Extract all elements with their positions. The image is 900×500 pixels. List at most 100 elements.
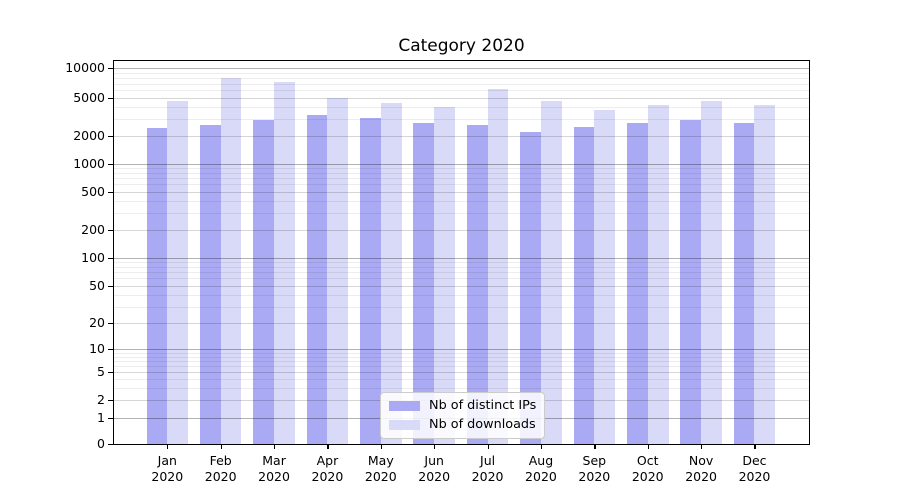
y-tick-label-10000: 10000 [65,60,105,76]
y-tick-mark [108,97,113,100]
legend: Nb of distinct IPs Nb of downloads [380,392,545,439]
gridline-30 [114,306,809,308]
gridline-500 [114,191,809,193]
bar-nb-of-distinct-ips-jun [413,122,435,444]
chart-title: Category 2020 [398,36,525,56]
y-tick-label-2: 2 [97,392,105,407]
y-tick-mark [108,257,113,259]
y-tick-mark [108,349,113,351]
y-tick-mark [108,163,113,165]
bar-nb-of-downloads-jul [487,88,509,444]
x-tick-label-jul: Jul 2020 [471,453,504,484]
gridline-600 [114,184,809,186]
legend-item-downloads: Nb of downloads [389,418,536,432]
y-tick-label-0: 0 [97,436,105,451]
y-tick-label-5: 5 [97,364,105,380]
gridline-100 [114,257,809,259]
x-tick-label-feb: Feb 2020 [204,453,237,484]
legend-swatch-distinct-ips [389,401,420,411]
bar-nb-of-downloads-mar [274,81,295,444]
gridline-7 [114,360,809,362]
bar-nb-of-downloads-may [380,103,402,444]
bar-nb-of-downloads-aug [540,101,562,444]
y-tick-mark [108,285,113,287]
y-tick-label-100: 100 [81,249,105,265]
gridline-5000 [114,97,809,99]
y-tick-mark [108,400,113,402]
gridline-6000 [114,90,809,92]
bar-nb-of-downloads-feb [220,77,242,444]
y-tick-mark [108,135,113,137]
x-tick-mark [594,444,596,449]
bar-nb-of-distinct-ips-nov [680,120,702,444]
gridline-20 [114,323,809,325]
gridline-2000 [114,135,809,137]
x-tick-mark [540,444,543,449]
y-tick-label-2000: 2000 [73,127,105,143]
x-tick-label-aug: Aug 2020 [525,453,557,484]
gridline-8000 [114,77,809,79]
x-tick-mark [327,444,329,449]
y-tick-label-5000: 5000 [73,89,105,105]
gridlines-layer [114,61,809,444]
y-tick-mark [108,372,113,374]
bar-nb-of-distinct-ips-oct [626,122,648,444]
bar-nb-of-distinct-ips-aug [520,131,541,444]
bar-nb-of-distinct-ips-apr [306,115,328,444]
y-tick-mark [108,229,113,231]
gridline-800 [114,172,809,174]
bar-nb-of-distinct-ips-dec [733,123,755,444]
y-tick-label-50: 50 [89,277,105,293]
gridline-3000 [114,119,809,121]
y-tick-mark [108,323,113,325]
bar-nb-of-downloads-dec [754,105,776,444]
bar-nb-of-distinct-ips-may [360,118,381,444]
gridline-10 [114,349,809,350]
gridline-400 [114,200,809,202]
x-tick-mark [274,444,276,449]
y-tick-label-1: 1 [97,409,105,425]
legend-label-distinct-ips: Nb of distinct IPs [429,398,537,413]
gridline-700 [114,178,809,180]
legend-item-distinct-ips: Nb of distinct IPs [389,399,536,413]
bar-nb-of-downloads-jun [434,106,455,444]
gridline-200 [114,229,809,231]
bar-nb-of-distinct-ips-jul [466,124,488,444]
x-tick-label-jun: Jun 2020 [418,453,451,484]
bar-nb-of-distinct-ips-sep [573,127,595,444]
x-tick-mark [167,444,169,449]
x-tick-mark [434,444,436,449]
x-tick-label-dec: Dec 2020 [738,453,771,484]
gridline-900 [114,167,809,169]
x-tick-mark [380,444,382,449]
bars-layer [114,61,809,444]
gridline-9 [114,352,809,354]
bar-nb-of-distinct-ips-jan [146,128,168,444]
legend-label-downloads: Nb of downloads [429,417,536,432]
gridline-6 [114,366,809,368]
gridline-10000 [114,68,809,70]
y-tick-label-200: 200 [81,221,105,237]
bar-nb-of-distinct-ips-mar [253,119,275,444]
x-tick-mark [220,444,222,449]
gridline-40 [114,294,809,296]
gridline-1000 [114,163,809,165]
gridline-70 [114,272,809,274]
bar-nb-of-downloads-jan [167,101,189,444]
y-tick-mark [108,68,113,70]
y-tick-mark [108,417,113,419]
gridline-50 [114,285,809,287]
bar-nb-of-distinct-ips-feb [199,124,221,444]
x-tick-label-oct: Oct 2020 [631,453,664,484]
x-tick-label-mar: Mar 2020 [258,453,290,484]
x-tick-mark [754,444,756,449]
y-tick-label-20: 20 [89,315,105,331]
x-tick-label-jan: Jan 2020 [151,453,184,484]
bar-nb-of-downloads-nov [701,101,722,444]
y-tick-label-10: 10 [89,341,105,356]
bar-nb-of-downloads-sep [594,110,616,444]
gridline-90 [114,262,809,263]
x-tick-label-nov: Nov 2020 [685,453,717,484]
y-tick-mark [108,191,113,193]
